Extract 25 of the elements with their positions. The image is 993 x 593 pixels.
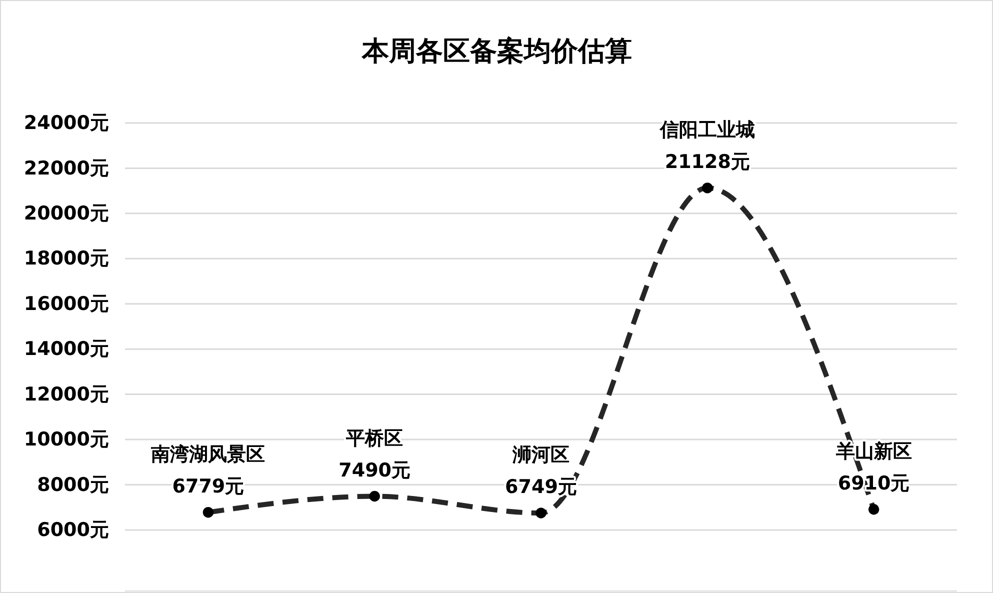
x-tick-label: 浉河区 xyxy=(512,444,570,466)
point xyxy=(868,504,880,515)
chart-title: 本周各区备案均价估算 xyxy=(361,36,632,67)
y-tick-label: 16000元 xyxy=(24,292,109,315)
y-tick-label: 14000元 xyxy=(24,338,109,360)
y-tick-label: 22000元 xyxy=(24,157,109,180)
y-tick-label: 24000元 xyxy=(24,112,109,134)
x-tick-label: 羊山新区 xyxy=(834,440,912,462)
y-tick-label: 18000元 xyxy=(24,248,109,270)
y-tick-label: 8000元 xyxy=(37,474,109,496)
point xyxy=(536,508,546,518)
point xyxy=(702,182,713,194)
point xyxy=(202,507,214,518)
data-label: 7490元 xyxy=(338,459,411,482)
data-label: 6779元 xyxy=(172,475,244,498)
y-tick-label: 10000元 xyxy=(24,428,109,451)
point xyxy=(369,490,380,502)
x-tick-label: 平桥区 xyxy=(345,427,404,450)
y-tick-label: 12000元 xyxy=(24,383,109,406)
y-tick-label: 20000元 xyxy=(24,202,109,225)
data-label: 21128元 xyxy=(664,150,750,173)
x-tick-label: 南湾湖风景区 xyxy=(150,443,266,466)
data-label: 6749元 xyxy=(505,476,577,498)
y-tick-label: 6000元 xyxy=(37,519,109,542)
x-tick-label: 信阳工业城 xyxy=(658,118,755,141)
